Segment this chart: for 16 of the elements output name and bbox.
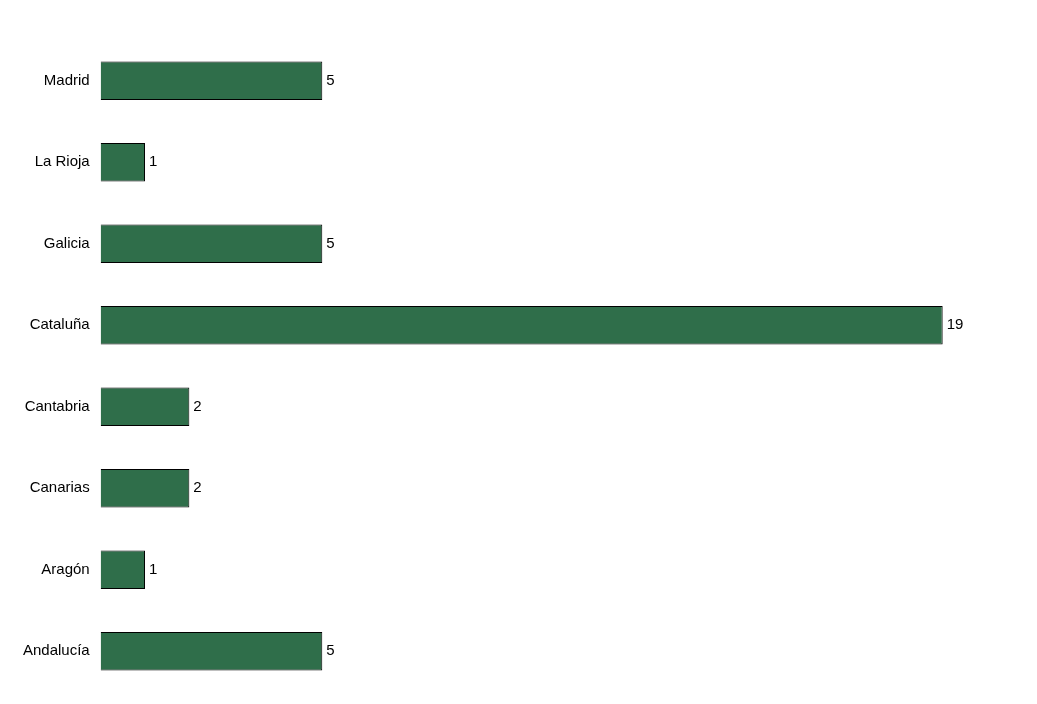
y-tick-label: Cataluña: [29, 315, 91, 333]
y-tick-label: Canarias: [29, 478, 90, 496]
data-label: 2: [193, 396, 202, 414]
data-label: 5: [326, 70, 335, 88]
data-label: 2: [193, 478, 202, 496]
data-label: 1: [149, 152, 158, 170]
data-label: 5: [326, 233, 335, 251]
y-tick-label: Galicia: [43, 233, 91, 251]
y-tick-label: Cantabria: [24, 396, 91, 414]
y-tick-label: Andalucía: [23, 641, 91, 659]
data-label: 19: [946, 315, 964, 333]
y-tick-label: La Rioja: [34, 152, 91, 170]
data-label: 1: [149, 559, 158, 577]
data-label: 5: [326, 641, 335, 659]
y-tick-label: Aragón: [41, 559, 90, 577]
y-tick-label: Madrid: [43, 70, 90, 88]
